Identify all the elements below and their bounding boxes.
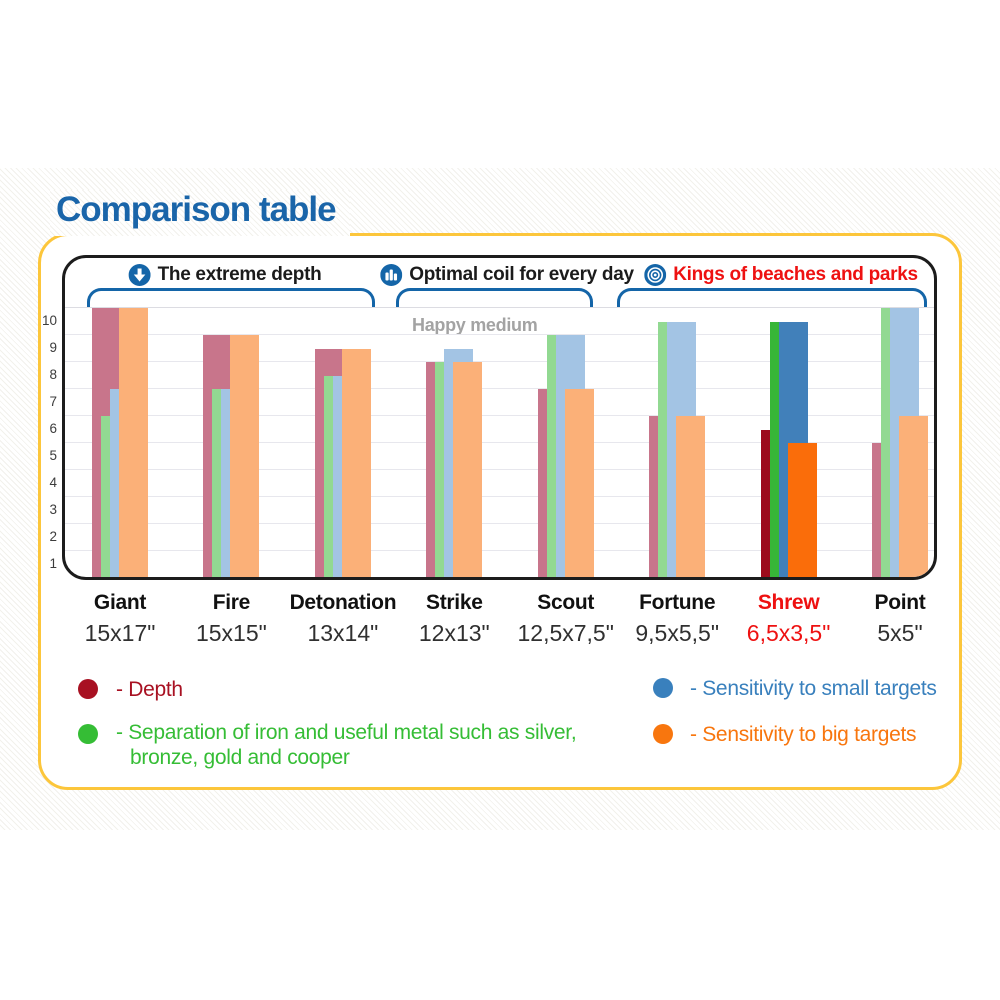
- category-name-fire: Fire: [212, 591, 251, 614]
- plot-area: Happy medium: [65, 307, 934, 577]
- y-axis-tick: 4: [49, 474, 57, 490]
- category-size-point: 5x5": [877, 620, 923, 646]
- group-header-kings-of-beaches: Kings of beaches and parks: [644, 262, 918, 288]
- annotation-happy-medium: Happy medium: [412, 315, 538, 335]
- bar-sensitivity-to-point: [899, 416, 928, 577]
- bar-sensitivity-to-giant: [119, 308, 148, 577]
- down-arrow-icon: [128, 264, 151, 286]
- legend-label-separation-line2: bronze, gold and cooper: [130, 746, 350, 769]
- y-axis-tick: 8: [49, 366, 57, 382]
- target-icon: [644, 264, 667, 286]
- gridline: [65, 523, 934, 524]
- category-name-shrew: Shrew: [757, 591, 820, 614]
- legend-swatch-depth: [78, 679, 98, 699]
- category-name-detonation: Detonation: [289, 591, 397, 614]
- category-size-scout: 12,5x7,5": [517, 620, 614, 646]
- gridline: [65, 469, 934, 470]
- bar-sensitivity-to-strike: [453, 362, 483, 577]
- legend-label-separation: - Separation of iron and useful metal su…: [116, 720, 577, 770]
- y-axis-tick: 5: [49, 447, 57, 463]
- y-axis-tick: 9: [49, 339, 57, 355]
- comparison-card: The extreme depth Optimal coil for every…: [38, 233, 962, 790]
- gridline: [65, 550, 934, 551]
- legend-swatch-big-targets: [653, 724, 673, 744]
- gridline: [65, 334, 934, 335]
- category-name-giant: Giant: [93, 591, 147, 614]
- bar-sensitivity-to-fire: [230, 335, 260, 577]
- category-size-strike: 12x13": [418, 620, 490, 646]
- legend-label-big-targets: - Sensitivity to big targets: [690, 723, 917, 746]
- y-axis-tick: 7: [49, 393, 57, 409]
- chart-box: The extreme depth Optimal coil for every…: [62, 255, 937, 580]
- category-name-scout: Scout: [537, 591, 595, 614]
- gridline: [65, 442, 934, 443]
- group-header-label: Kings of beaches and parks: [673, 264, 918, 285]
- group-header-label: The extreme depth: [157, 264, 322, 285]
- legend-label-depth: - Depth: [116, 678, 183, 701]
- group-bracket-extreme-depth: [87, 288, 375, 307]
- group-header-extreme-depth: The extreme depth: [128, 262, 322, 288]
- category-name-fortune: Fortune: [639, 591, 716, 614]
- bar-chart-icon: [380, 264, 403, 286]
- category-name-point: Point: [874, 591, 926, 614]
- group-bracket-kings-of-beaches: [617, 288, 927, 307]
- category-size-fortune: 9,5x5,5": [635, 620, 719, 646]
- group-header-label: Optimal coil for every day: [409, 264, 634, 285]
- bar-sensitivity-to-fortune: [676, 416, 706, 577]
- category-size-shrew: 6,5x3,5": [746, 620, 831, 646]
- legend-swatch-separation: [78, 724, 98, 744]
- category-size-giant: 15x17": [84, 620, 156, 646]
- legend-label-small-targets: - Sensitivity to small targets: [690, 677, 937, 700]
- category-size-detonation: 13x14": [307, 620, 379, 646]
- y-axis-tick: 2: [49, 528, 57, 544]
- gridline: [65, 496, 934, 497]
- y-axis-tick: 1: [49, 555, 57, 571]
- y-axis-tick: 3: [49, 501, 57, 517]
- page-title: Comparison table: [50, 190, 350, 236]
- category-name-strike: Strike: [426, 591, 483, 614]
- y-axis-tick: 10: [41, 312, 57, 328]
- category-size-fire: 15x15": [195, 620, 267, 646]
- gridline: [65, 361, 934, 362]
- legend-label-separation-line1: - Separation of iron and useful metal su…: [116, 721, 577, 744]
- group-header-optimal-coil: Optimal coil for every day: [380, 262, 634, 288]
- y-axis-tick: 6: [49, 420, 57, 436]
- bar-sensitivity-to-shrew: [787, 443, 817, 577]
- gridline: [65, 415, 934, 416]
- bar-sensitivity-to-detonation: [341, 348, 371, 577]
- legend-swatch-small-targets: [653, 678, 673, 698]
- bar-sensitivity-to-scout: [564, 389, 594, 577]
- gridline: [65, 388, 934, 389]
- group-bracket-optimal-coil: [396, 288, 593, 307]
